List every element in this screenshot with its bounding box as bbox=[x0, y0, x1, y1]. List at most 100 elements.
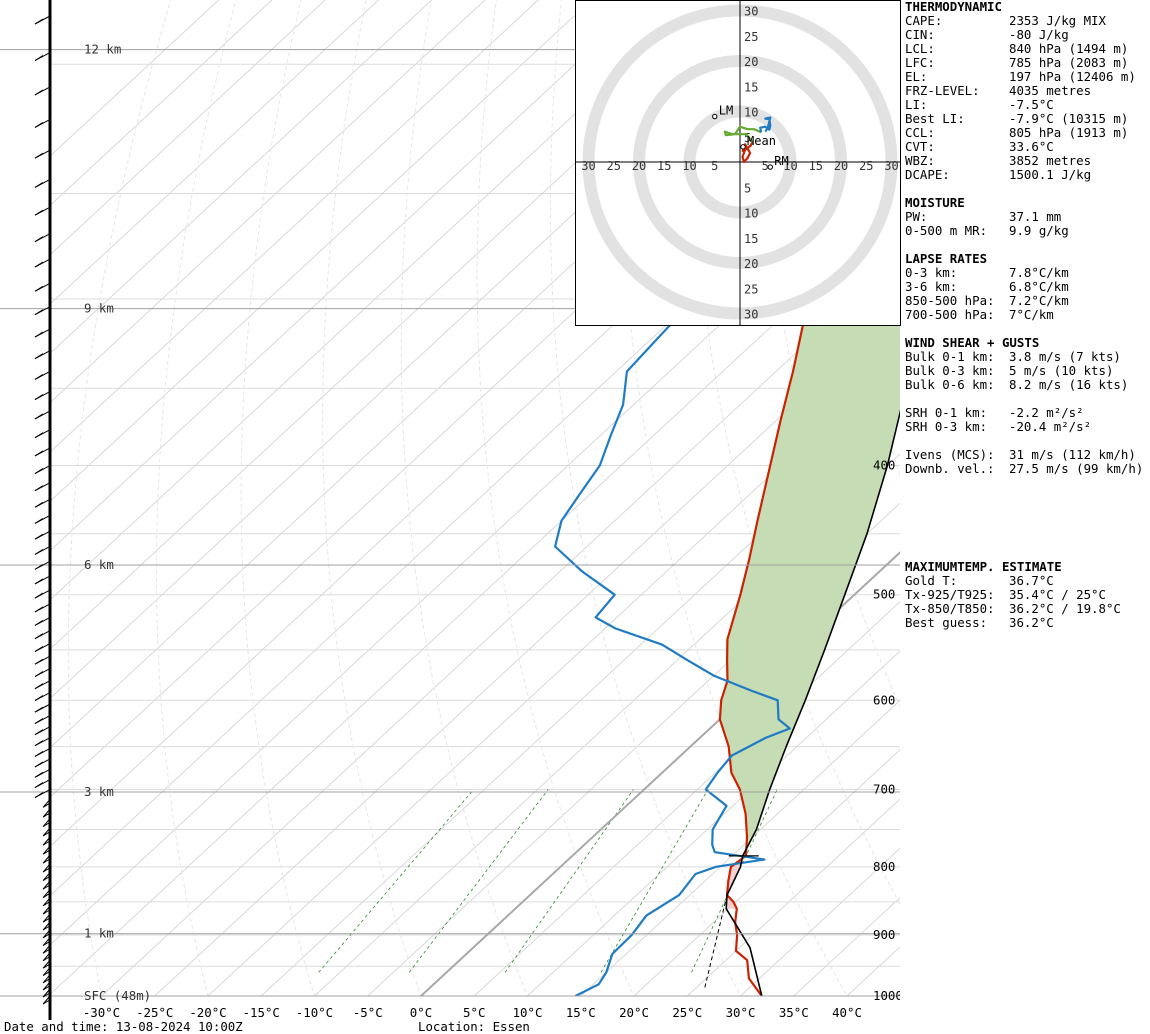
moisture-row: 0-500 m MR: 9.9 g/kg bbox=[905, 224, 1150, 238]
isotherm-line bbox=[367, 502, 900, 996]
wind-barb-flag bbox=[34, 485, 44, 492]
shear-label: Bulk 0-6 km: bbox=[905, 377, 995, 392]
lapse-value: 6.8°C/km bbox=[1009, 279, 1069, 294]
dry-adiabat bbox=[322, 0, 422, 996]
isotherm-line bbox=[154, 305, 900, 996]
wind-barb-flag bbox=[34, 633, 44, 640]
thermo-row: LCL: 840 hPa (1494 m) bbox=[905, 42, 1150, 56]
wind-barb-flag bbox=[42, 940, 52, 946]
isotherm-line bbox=[50, 0, 646, 552]
hodo-ring-label-right: 30 bbox=[884, 159, 898, 173]
wind-barb-flag bbox=[42, 866, 52, 873]
date-time-label: Date and time: 13-08-2024 10:00Z bbox=[4, 1019, 243, 1034]
lapse-value: 7.8°C/km bbox=[1009, 265, 1069, 280]
wind-barb bbox=[42, 897, 51, 907]
maxtemp-title: MAXIMUMTEMP. ESTIMATE bbox=[905, 559, 1062, 574]
wind-barb-flag bbox=[34, 209, 44, 216]
thermo-label: CCL: bbox=[905, 125, 935, 140]
thermo-row: DCAPE: 1500.1 J/kg bbox=[905, 168, 1150, 182]
pressure-tick-label: 700 bbox=[873, 782, 895, 797]
maxtemp-row: Tx-850/T850: 36.2°C / 19.8°C bbox=[905, 602, 1150, 616]
wind-barb bbox=[42, 937, 51, 946]
wind-barb-flag bbox=[34, 750, 44, 757]
gust-row: Ivens (MCS): 31 m/s (112 km/h) bbox=[905, 448, 1150, 462]
isotherm-line bbox=[686, 798, 900, 996]
thermo-value: -7.9°C (10315 m) bbox=[1009, 111, 1129, 126]
hodograph-trace bbox=[723, 125, 762, 143]
thermo-value: 33.6°C bbox=[1009, 139, 1054, 154]
wind-barb bbox=[42, 952, 51, 962]
hodo-ring-label-top: 25 bbox=[744, 30, 758, 44]
wind-barb bbox=[42, 913, 51, 923]
moisture-value: 9.9 g/kg bbox=[1009, 223, 1069, 238]
hodo-ring-label-left: 10 bbox=[682, 159, 696, 173]
isotherm-line bbox=[473, 601, 900, 996]
pressure-tick-label: 800 bbox=[873, 859, 895, 874]
wind-barb-flag bbox=[42, 821, 52, 827]
thermo-label: CAPE: bbox=[905, 13, 943, 28]
hodograph-marker bbox=[712, 113, 718, 120]
isotherm-line bbox=[527, 650, 900, 996]
dry-adiabat bbox=[67, 0, 172, 996]
thermo-label: WBZ: bbox=[905, 153, 935, 168]
gust-value: 27.5 m/s (99 km/h) bbox=[1009, 461, 1144, 476]
thermo-value: 4035 metres bbox=[1009, 83, 1092, 98]
wind-barb-flag bbox=[42, 830, 52, 837]
hodograph-trace bbox=[759, 116, 772, 133]
wind-barb bbox=[42, 905, 51, 915]
hodo-ring-label-top: 5 bbox=[744, 131, 751, 145]
pressure-tick-label: 500 bbox=[873, 587, 895, 602]
lapse-row: 700-500 hPa: 7°C/km bbox=[905, 308, 1150, 322]
wind-barb-flag bbox=[34, 261, 44, 268]
lapse-rows: 0-3 km: 7.8°C/km 3-6 km: 6.8°C/km 850-500 hP… bbox=[905, 266, 1150, 322]
temperature-tick-label: -20°C bbox=[189, 1005, 226, 1020]
wind-barb-flag bbox=[34, 658, 44, 665]
wind-barb-flag bbox=[42, 892, 52, 898]
wind-barb-flag bbox=[34, 518, 44, 524]
wind-barb-flag bbox=[34, 432, 44, 439]
footer: Date and time: 13-08-2024 10:00Z Locatio… bbox=[0, 1019, 1150, 1034]
temperature-tick-label: 15°C bbox=[566, 1005, 596, 1020]
wind-barb-flag bbox=[42, 900, 52, 907]
hodo-ring-label-bottom: 30 bbox=[744, 308, 758, 322]
isotherm-line bbox=[314, 453, 900, 996]
moisture-title: MOISTURE bbox=[905, 195, 965, 210]
wind-barb-flag bbox=[42, 970, 52, 976]
hodo-ring-label-top: 15 bbox=[744, 80, 758, 94]
wind-barb-flag bbox=[34, 413, 44, 420]
wind-barb bbox=[42, 974, 51, 984]
wind-barb bbox=[42, 921, 51, 931]
lapse-label: 0-3 km: bbox=[905, 265, 958, 280]
wind-barb-flag bbox=[34, 394, 44, 400]
wind-barb-flag bbox=[34, 468, 44, 474]
thermo-value: 197 hPa (12406 m) bbox=[1009, 69, 1136, 84]
wind-barb-flag bbox=[34, 771, 44, 778]
wind-barb-flag bbox=[42, 991, 52, 998]
wind-barb bbox=[42, 988, 51, 998]
wind-barb-flag bbox=[34, 181, 44, 188]
lapse-row: 850-500 hPa: 7.2°C/km bbox=[905, 294, 1150, 308]
wind-barb-flag bbox=[34, 236, 44, 243]
wind-barb bbox=[42, 889, 51, 898]
temperature-tick-label: -15°C bbox=[243, 1005, 280, 1020]
wind-barb bbox=[42, 981, 51, 991]
wind-barb-flag bbox=[34, 285, 44, 292]
temperature-tick-label: 30°C bbox=[726, 1005, 756, 1020]
mixing-ratio-line bbox=[318, 789, 474, 973]
thermo-value: -80 J/kg bbox=[1009, 27, 1069, 42]
shear-value: 5 m/s (10 kts) bbox=[1009, 363, 1114, 378]
height-label: 12 km bbox=[84, 42, 121, 57]
gust-value: 31 m/s (112 km/h) bbox=[1009, 447, 1136, 462]
wind-barb-flag bbox=[34, 563, 44, 570]
temperature-tick-label: -30°C bbox=[83, 1005, 120, 1020]
wind-barb-flag bbox=[34, 606, 44, 613]
wind-barb bbox=[42, 944, 51, 954]
hodo-ring-label-right: 10 bbox=[783, 159, 797, 173]
hodo-ring-label-bottom: 20 bbox=[744, 257, 758, 271]
dry-adiabat bbox=[476, 0, 635, 996]
shear-row: Bulk 0-1 km: 3.8 m/s (7 kts) bbox=[905, 350, 1150, 364]
thermo-row: EL: 197 hPa (12406 m) bbox=[905, 70, 1150, 84]
thermo-label: LI: bbox=[905, 97, 928, 112]
lapse-title: LAPSE RATES bbox=[905, 251, 988, 266]
wind-barb bbox=[42, 854, 51, 864]
